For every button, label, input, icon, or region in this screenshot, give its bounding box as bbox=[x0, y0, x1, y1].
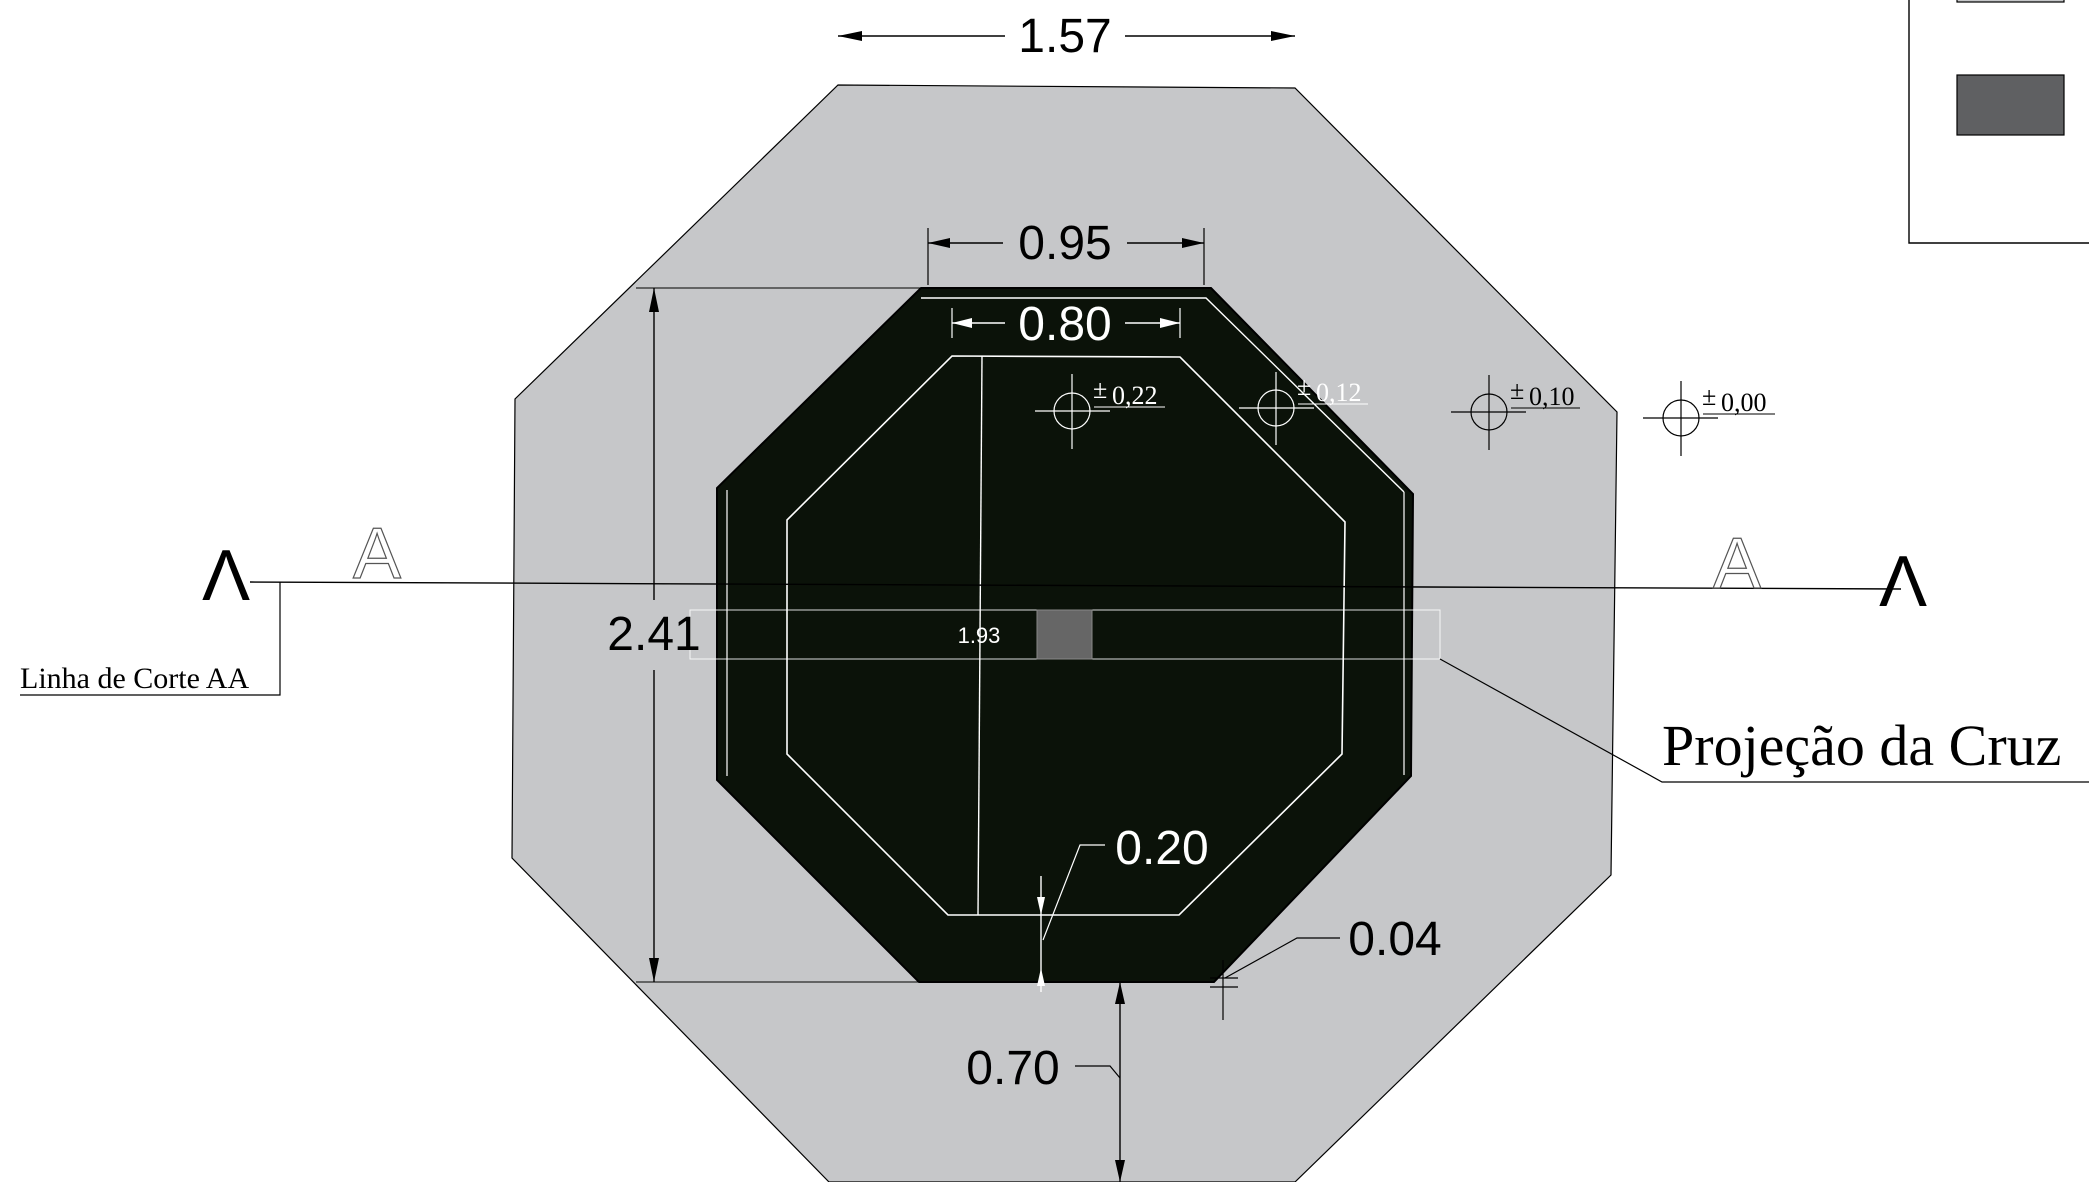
level-marker-3: ± 0,10 bbox=[1451, 375, 1580, 450]
level-marker-1: ± 0,22 bbox=[1035, 374, 1165, 449]
level-4-sign: ± bbox=[1702, 382, 1716, 411]
level-1-value: 0,22 bbox=[1112, 381, 1158, 410]
pit-outer-rim-line bbox=[921, 297, 1405, 493]
level-2-sign: ± bbox=[1297, 372, 1311, 401]
level-4-value: 0,00 bbox=[1721, 388, 1767, 417]
gap-label: 0.04 bbox=[1348, 913, 1441, 966]
bottom-depth-label: 0.70 bbox=[966, 1042, 1059, 1095]
level-3-value: 0,10 bbox=[1529, 382, 1575, 411]
level-2-value: 0,12 bbox=[1316, 378, 1362, 407]
section-letter-right: A bbox=[1713, 524, 1761, 604]
height-label: 2.41 bbox=[607, 608, 700, 661]
legend-swatch-light bbox=[1956, 0, 2065, 3]
cut-line-leader bbox=[20, 582, 281, 696]
section-cut-line bbox=[249, 581, 1902, 590]
section-letter-left: A bbox=[353, 514, 401, 594]
level-marker-2: ± 0,12 bbox=[1239, 372, 1368, 445]
legend-box bbox=[1908, 0, 2089, 244]
cross-projection-leader bbox=[1439, 658, 2089, 783]
cross-block bbox=[1036, 609, 1093, 660]
dimension-inner-width: 0.80 bbox=[951, 298, 1181, 351]
level-marker-4: ± 0,00 bbox=[1643, 381, 1775, 456]
pit-center-line bbox=[977, 355, 983, 916]
dimension-height: 2.41 bbox=[607, 287, 921, 983]
legend-swatch-dark bbox=[1956, 74, 2065, 136]
wall-thickness-label: 0.20 bbox=[1115, 822, 1208, 875]
inner-octagon bbox=[786, 355, 1346, 916]
cross-length-label: 1.93 bbox=[958, 623, 1001, 648]
cut-line-label: Linha de Corte AA bbox=[20, 662, 249, 695]
level-1-sign: ± bbox=[1093, 375, 1107, 404]
dimension-wall-thickness: 0.20 bbox=[1037, 822, 1209, 992]
top-width-label: 1.57 bbox=[1018, 10, 1111, 63]
dimension-top-width: 1.57 bbox=[838, 10, 1295, 63]
dimension-bottom-depth: 0.70 bbox=[966, 982, 1125, 1182]
cross-projection-label: Projeção da Cruz bbox=[1662, 713, 2061, 778]
section-arrow-right: Λ bbox=[1879, 542, 1927, 622]
section-arrow-left: Λ bbox=[202, 536, 250, 616]
outer-width-label: 0.95 bbox=[1018, 217, 1111, 270]
dimension-outer-width: 0.95 bbox=[927, 217, 1205, 285]
dimension-gap: 0.04 bbox=[1210, 913, 1442, 1020]
inner-width-label: 0.80 bbox=[1018, 298, 1111, 351]
level-3-sign: ± bbox=[1510, 376, 1524, 405]
